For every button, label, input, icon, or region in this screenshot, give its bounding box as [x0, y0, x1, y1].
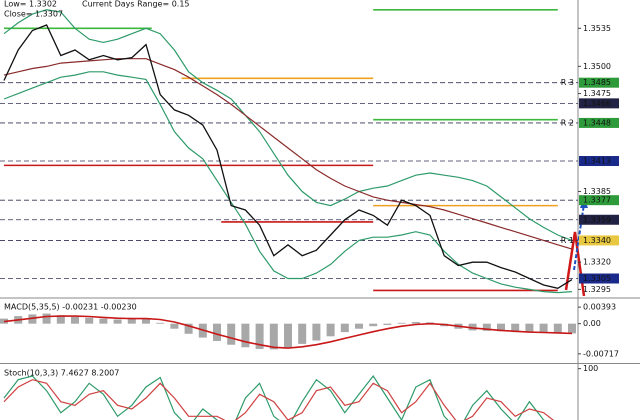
histogram-bar — [241, 323, 250, 348]
histogram-bar — [28, 314, 37, 324]
histogram-bar — [269, 323, 278, 350]
series-line — [3, 58, 573, 250]
histogram-bar — [213, 323, 221, 341]
price-tag — [579, 273, 619, 284]
histogram-bar — [468, 323, 477, 331]
series-line — [3, 315, 573, 349]
price-tag — [579, 77, 619, 88]
info-text: Close= 1.3307 — [4, 10, 63, 19]
price-tag-label: 1.3485 — [583, 78, 611, 87]
y-tick-label: 1.3295 — [583, 285, 611, 294]
y-tick-label: 1.3320 — [583, 258, 611, 267]
histogram-bar — [497, 323, 505, 332]
histogram-bar — [284, 323, 292, 348]
price-tag — [579, 156, 619, 167]
histogram-bar — [511, 323, 520, 333]
panel — [0, 313, 576, 350]
y-tick-label: 1.3535 — [583, 24, 611, 33]
y-tick-label: 1.3475 — [583, 89, 611, 98]
histogram-bar — [411, 321, 420, 324]
histogram-bar — [184, 323, 193, 334]
histogram-bar — [142, 318, 150, 324]
series-line — [3, 71, 573, 294]
pivot-label: R 2 — [561, 118, 574, 127]
info-text: Current Days Range= 0.15 — [82, 0, 190, 9]
histogram-bar — [170, 323, 179, 329]
histogram-bar — [312, 323, 321, 341]
panel — [3, 374, 555, 420]
y-tick-label: 1.3385 — [583, 187, 611, 196]
histogram-bar — [298, 323, 307, 344]
histogram-bar — [113, 319, 122, 324]
price-tag — [579, 214, 619, 225]
y-tick-label: 0.00393 — [583, 303, 616, 312]
y-tick-label: 0.00 — [583, 319, 601, 328]
y-tick-label: -0.00717 — [583, 349, 619, 358]
price-tag-label: 1.3466 — [583, 99, 611, 108]
price-tag-label: 1.3359 — [583, 215, 611, 224]
histogram-bar — [156, 322, 165, 324]
pivot-label: R 1 — [561, 236, 574, 245]
histogram-bar — [56, 315, 65, 324]
histogram-bar — [326, 323, 335, 337]
panel-title: MACD(5,35,5) -0.00231 -0.00230 — [4, 303, 137, 312]
histogram-bar — [553, 323, 562, 334]
series-line — [3, 379, 555, 420]
price-tag-label: 1.3377 — [583, 196, 611, 205]
histogram-bar — [85, 317, 94, 324]
histogram-bar — [355, 323, 363, 329]
histogram-bar — [42, 313, 51, 324]
histogram-bar — [71, 316, 79, 324]
series-line — [3, 9, 573, 241]
histogram-bar — [127, 319, 136, 324]
histogram-bar — [397, 322, 406, 324]
price-tag-label: 1.3305 — [583, 274, 611, 283]
series-line — [3, 374, 545, 420]
histogram-bar — [539, 323, 548, 333]
histogram-bar — [99, 318, 108, 324]
histogram-bar — [525, 323, 534, 333]
series-line — [3, 24, 573, 289]
histogram-bar — [369, 323, 378, 327]
price-tag — [579, 98, 619, 109]
price-tag-label: 1.3340 — [583, 236, 611, 245]
histogram-bar — [255, 323, 264, 349]
pivot-label: R 3 — [561, 78, 574, 87]
histogram-bar — [340, 323, 349, 333]
histogram-bar — [383, 323, 392, 325]
panel — [0, 8, 578, 294]
histogram-bar — [227, 323, 236, 345]
y-tick-label: 1.3500 — [583, 62, 611, 71]
price-tag — [579, 195, 619, 206]
y-tick-label: 100 — [583, 364, 598, 373]
price-tag — [579, 235, 619, 246]
histogram-bar — [482, 323, 491, 331]
price-tag-label: 1.3448 — [583, 118, 611, 127]
panel-title: Stoch(10,3,3) 7.4627 8.2007 — [4, 369, 119, 378]
info-text: Low= 1.3302 — [4, 0, 57, 9]
price-tag — [579, 117, 619, 128]
histogram-bar — [568, 323, 576, 334]
price-tag-label: 1.3413 — [583, 157, 611, 166]
